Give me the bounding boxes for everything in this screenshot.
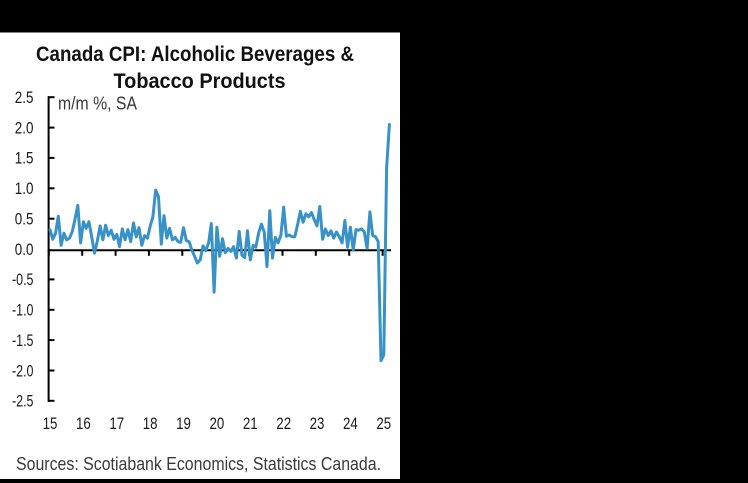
svg-text:Tobacco Products: Tobacco Products	[114, 70, 286, 93]
svg-text:17: 17	[109, 415, 124, 433]
svg-text:15: 15	[43, 415, 58, 433]
svg-text:18: 18	[143, 415, 158, 433]
svg-text:19: 19	[176, 415, 191, 433]
svg-text:0.5: 0.5	[15, 211, 34, 229]
svg-text:16: 16	[76, 415, 91, 433]
svg-text:20: 20	[210, 415, 225, 433]
svg-text:21: 21	[243, 415, 258, 433]
svg-text:Canada CPI: Alcoholic Beverage: Canada CPI: Alcoholic Beverages &	[36, 43, 354, 66]
svg-text:23: 23	[310, 415, 325, 433]
svg-text:m/m %, SA: m/m %, SA	[58, 93, 137, 113]
svg-text:-2.5: -2.5	[12, 393, 34, 411]
svg-text:1.0: 1.0	[15, 180, 34, 198]
svg-text:-1.5: -1.5	[12, 332, 34, 350]
svg-text:2.5: 2.5	[15, 89, 34, 107]
svg-text:Sources: Scotiabank Economics,: Sources: Scotiabank Economics, Statistic…	[16, 453, 381, 474]
svg-text:22: 22	[276, 415, 291, 433]
svg-text:25: 25	[376, 415, 391, 433]
svg-text:24: 24	[343, 415, 358, 433]
svg-text:2.0: 2.0	[15, 119, 34, 137]
svg-text:0.0: 0.0	[15, 241, 34, 259]
svg-text:-2.0: -2.0	[12, 362, 34, 380]
svg-text:-1.0: -1.0	[12, 302, 34, 320]
svg-text:-0.5: -0.5	[12, 271, 34, 289]
svg-text:1.5: 1.5	[15, 150, 34, 168]
